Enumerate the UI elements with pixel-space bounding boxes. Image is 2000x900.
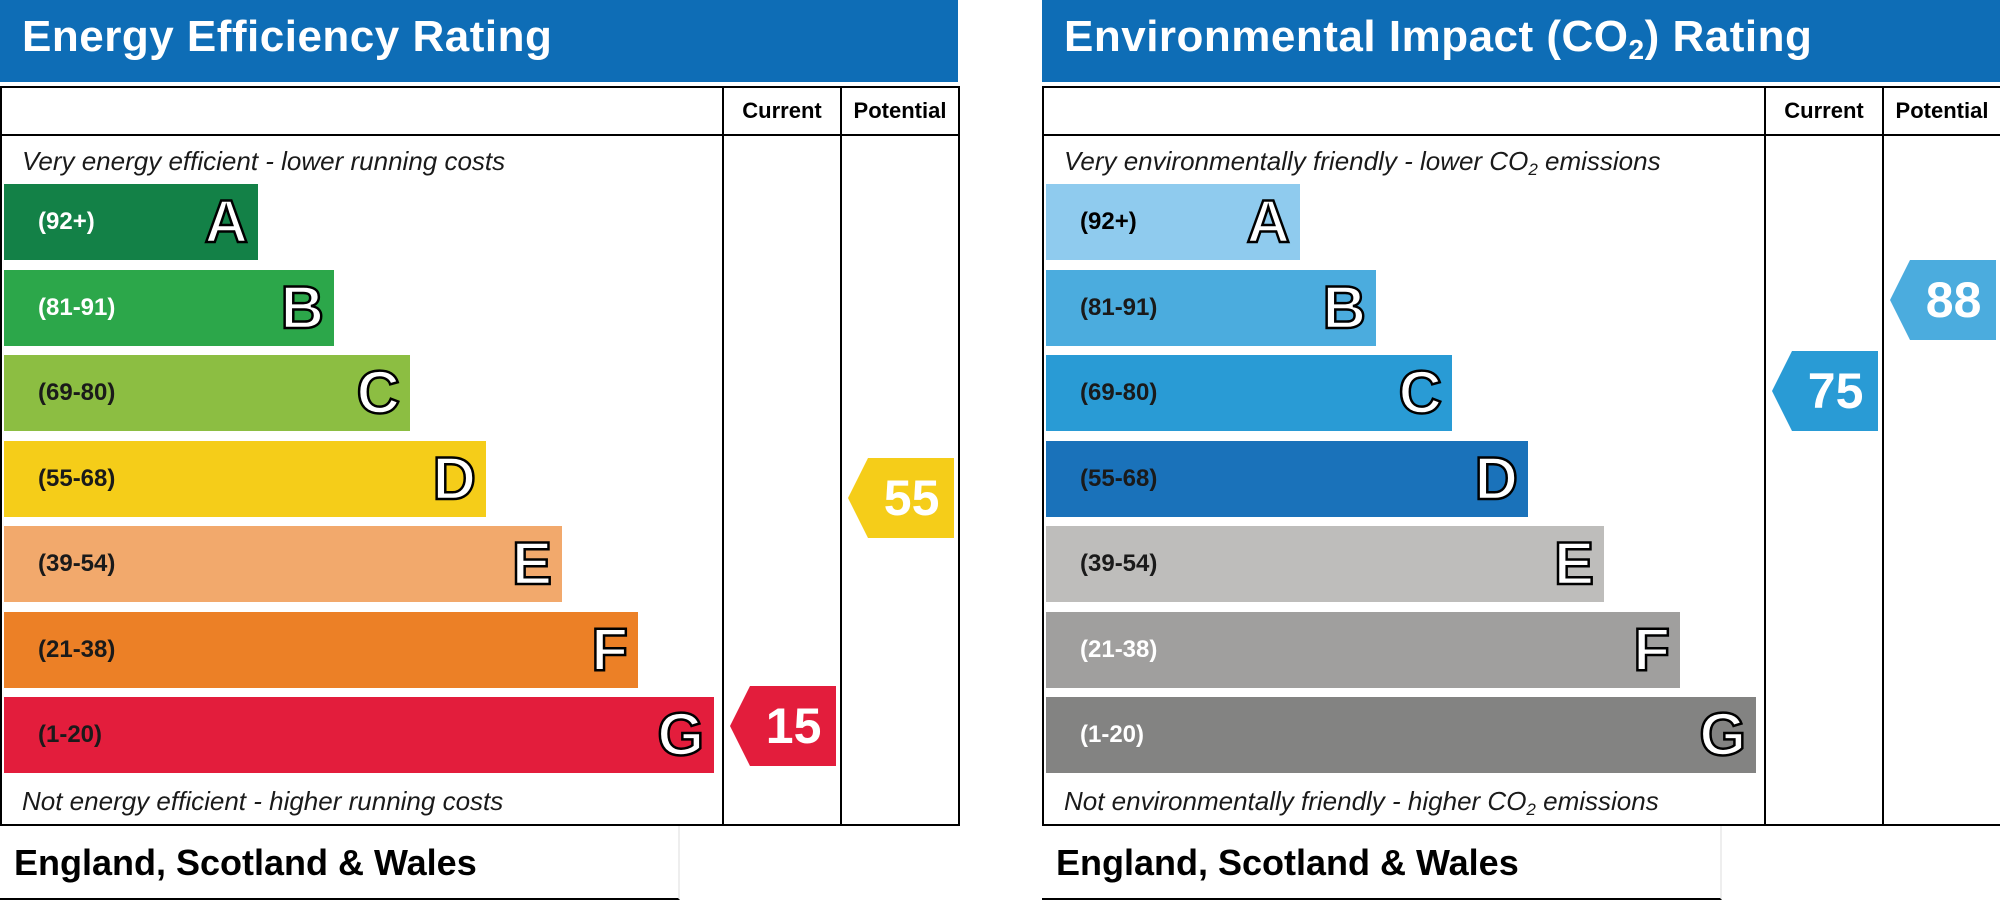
- rating-band-b: (81-91) B: [1046, 269, 1376, 346]
- band-range-label: (1-20): [1080, 721, 1145, 748]
- top-caption: Very energy efficient - lower running co…: [22, 146, 506, 176]
- header-divider: [1042, 134, 2000, 136]
- band-letter: B: [1321, 273, 1367, 341]
- chart-frame: [0, 86, 960, 826]
- current-marker-arrow: [730, 686, 836, 766]
- band-range-label: (39-54): [1080, 550, 1158, 577]
- chart-title: Environmental Impact (CO2) Rating: [1064, 12, 1813, 65]
- potential-rating-value: 55: [883, 470, 940, 526]
- rating-band-f: (21-38) F: [1046, 611, 1680, 688]
- chart-frame: [1042, 86, 2000, 826]
- energy-efficiency-panel: Energy Efficiency Rating Current Potenti…: [0, 0, 960, 900]
- column-header-potential: Potential: [1895, 98, 1989, 123]
- band-letter: B: [279, 273, 325, 341]
- current-rating-marker: 75: [1772, 351, 1878, 431]
- rating-band-d: (55-68) D: [4, 440, 486, 517]
- band-letter: D: [1473, 444, 1519, 512]
- band-letter: F: [1632, 615, 1671, 683]
- bottom-caption: Not energy efficient - higher running co…: [22, 786, 504, 816]
- rating-band-e: (39-54) E: [1046, 526, 1604, 602]
- band-letter: E: [511, 530, 554, 597]
- bottom-caption: Not environmentally friendly - higher CO…: [1064, 786, 1659, 819]
- band-range-label: (92+): [1080, 208, 1137, 235]
- potential-rating-marker: 55: [848, 458, 954, 538]
- rating-band-g: (1-20) G: [4, 697, 714, 773]
- rating-band-d: (55-68) D: [1046, 440, 1528, 517]
- region-label: England, Scotland & Wales: [1056, 842, 1519, 883]
- potential-marker-arrow: [848, 458, 954, 538]
- column-divider: [1882, 86, 1884, 824]
- potential-rating-marker: 88: [1890, 260, 1996, 340]
- rating-band-b: (81-91) B: [4, 269, 334, 346]
- band-letter: A: [1245, 188, 1291, 255]
- rating-band-a: (92+) A: [1046, 184, 1300, 260]
- band-range-label: (21-38): [38, 635, 116, 663]
- column-header-potential: Potential: [853, 98, 947, 123]
- band-range-label: (81-91): [38, 293, 116, 321]
- rating-band-g: (1-20) G: [1046, 697, 1756, 773]
- footer: England, Scotland & Wales: [0, 826, 680, 900]
- column-divider: [840, 86, 842, 824]
- header-divider: [0, 134, 960, 136]
- column-header-current: Current: [1784, 98, 1864, 123]
- band-letter: D: [431, 444, 477, 512]
- band-letter: C: [1397, 359, 1443, 426]
- band-letter: C: [355, 359, 401, 426]
- current-marker-arrow: [1772, 351, 1878, 431]
- environmental-impact-panel: Environmental Impact (CO2) Rating Curren…: [1042, 0, 2000, 900]
- rating-band-f: (21-38) F: [4, 611, 638, 688]
- band-letter: G: [656, 701, 705, 768]
- chart-title: Energy Efficiency Rating: [22, 12, 553, 61]
- title-bar: Energy Efficiency Rating: [0, 0, 958, 82]
- column-divider: [722, 86, 724, 824]
- footer: England, Scotland & Wales: [1042, 826, 1722, 900]
- band-letter: E: [1553, 530, 1596, 597]
- region-label: England, Scotland & Wales: [14, 842, 477, 883]
- band-range-label: (81-91): [1080, 293, 1158, 321]
- band-range-label: (92+): [38, 208, 95, 235]
- title-bar: Environmental Impact (CO2) Rating: [1042, 0, 2000, 82]
- band-letter: A: [203, 188, 249, 255]
- band-range-label: (55-68): [38, 464, 116, 492]
- rating-band-c: (69-80) C: [1046, 355, 1452, 431]
- current-rating-value: 15: [765, 698, 822, 754]
- current-rating-marker: 15: [730, 686, 836, 766]
- band-range-label: (39-54): [38, 550, 116, 577]
- top-caption: Very environmentally friendly - lower CO…: [1064, 146, 1661, 179]
- rating-band-c: (69-80) C: [4, 355, 410, 431]
- band-range-label: (1-20): [38, 721, 103, 748]
- band-range-label: (55-68): [1080, 464, 1158, 492]
- potential-marker-arrow: [1890, 260, 1996, 340]
- band-letter: G: [1698, 701, 1747, 768]
- band-letter: F: [590, 615, 629, 683]
- current-rating-value: 75: [1807, 363, 1864, 419]
- rating-band-e: (39-54) E: [4, 526, 562, 602]
- rating-band-a: (92+) A: [4, 184, 258, 260]
- column-header-current: Current: [742, 98, 822, 123]
- band-range-label: (69-80): [38, 379, 116, 406]
- band-range-label: (69-80): [1080, 379, 1158, 406]
- band-range-label: (21-38): [1080, 635, 1158, 663]
- column-divider: [1764, 86, 1766, 824]
- potential-rating-value: 88: [1925, 272, 1982, 328]
